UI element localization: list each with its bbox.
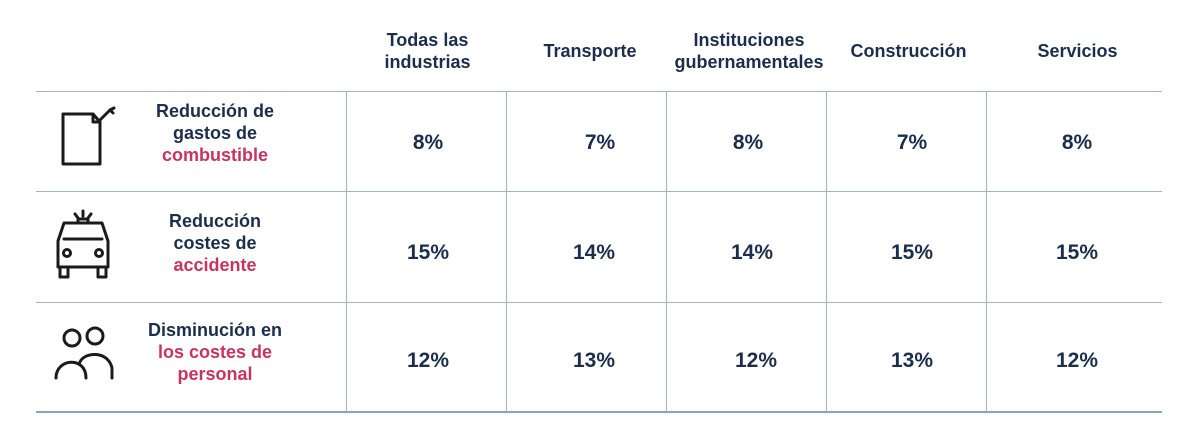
fuel-can-icon [61,106,116,166]
metric-label-accident: Reducción costes de accidente [140,210,290,276]
cell-accident-servicios: 15% [1055,241,1099,264]
metric-label-fuel-text: Reducción de gastos de [155,101,275,143]
cell-personnel-construccion: 13% [890,349,934,372]
grid-line-top [36,91,1162,92]
cell-accident-transporte: 14% [572,241,616,264]
grid-line-row-1 [36,191,1162,192]
grid-vline-3 [666,91,667,412]
cell-fuel-instituciones: 8% [732,131,764,154]
metric-label-personnel: Disminución en los costes de personal [140,319,290,385]
cell-accident-todas: 15% [406,241,450,264]
grid-vline-4 [826,91,827,412]
metric-label-accident-text: Reducción costes de [168,211,261,253]
metric-label-personnel-accent: los costes de personal [157,342,273,384]
cell-accident-instituciones: 14% [730,241,774,264]
metric-label-fuel-accent: combustible [161,145,268,165]
cell-fuel-todas: 8% [412,131,444,154]
grid-vline-5 [986,91,987,412]
cell-fuel-construccion: 7% [896,131,928,154]
cell-personnel-instituciones: 12% [734,349,778,372]
grid-vline-1 [346,91,347,412]
cell-fuel-transporte: 7% [584,131,616,154]
column-header-construccion: Construcción [850,41,967,61]
people-icon [54,326,114,380]
column-header-instituciones: Instituciones gubernamentales [674,30,824,72]
cell-fuel-servicios: 8% [1061,131,1093,154]
column-header-todas-las-industrias: Todas las industrias [384,30,471,72]
metric-label-fuel: Reducción de gastos de combustible [140,100,290,166]
metric-label-personnel-text: Disminución en [147,320,282,340]
grid-vline-2 [506,91,507,412]
cell-personnel-transporte: 13% [572,349,616,372]
cell-accident-construccion: 15% [890,241,934,264]
cell-personnel-todas: 12% [406,349,450,372]
car-siren-icon [56,209,110,279]
grid-line-bottom [36,411,1162,413]
column-header-transporte: Transporte [543,41,637,61]
grid-line-row-2 [36,302,1162,303]
cell-personnel-servicios: 12% [1055,349,1099,372]
column-header-servicios: Servicios [1037,41,1118,61]
metric-label-accident-accent: accidente [173,255,257,275]
